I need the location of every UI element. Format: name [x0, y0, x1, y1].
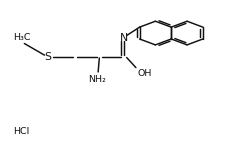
Text: S: S: [45, 52, 52, 62]
Text: OH: OH: [137, 69, 151, 78]
Text: NH₂: NH₂: [88, 75, 106, 84]
Text: N: N: [120, 33, 128, 43]
Text: H₃C: H₃C: [13, 33, 30, 42]
Text: HCl: HCl: [13, 127, 29, 136]
